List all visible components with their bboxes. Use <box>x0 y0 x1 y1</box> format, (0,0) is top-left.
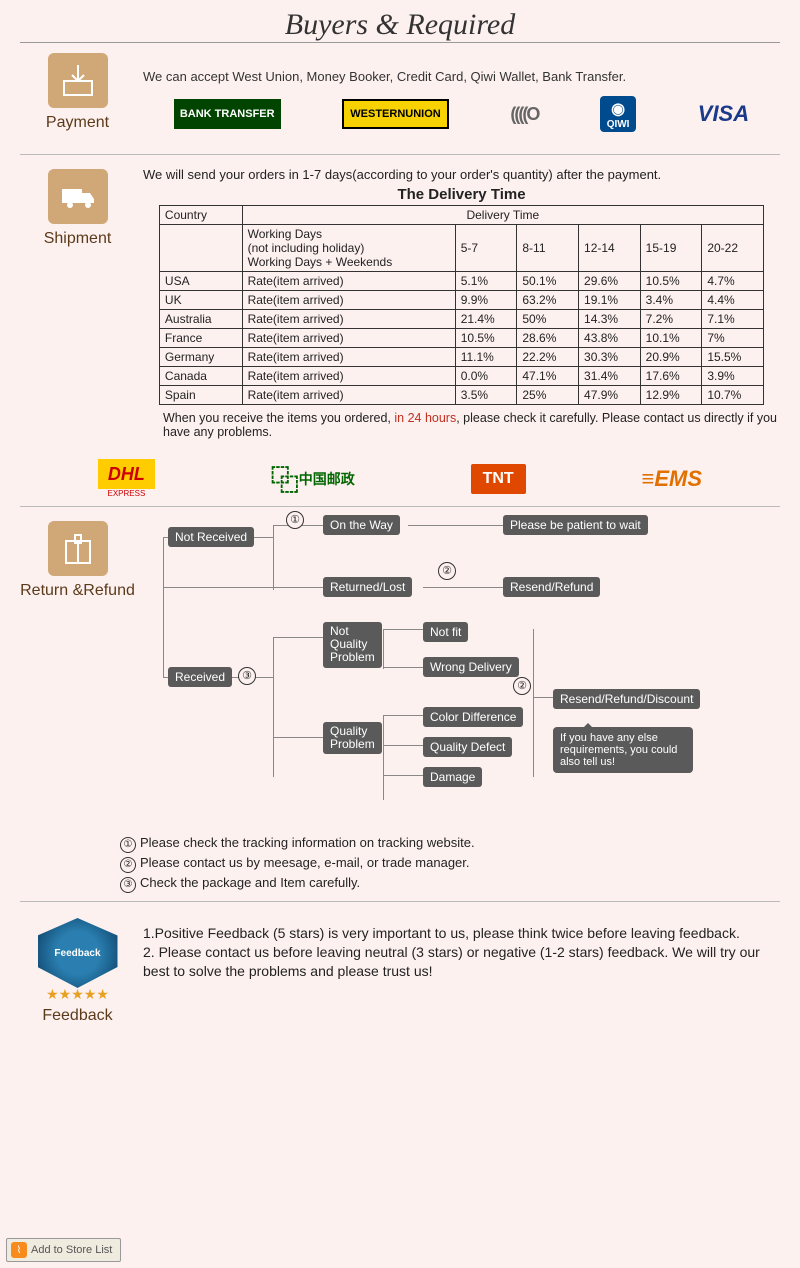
node-patient: Please be patient to wait <box>503 515 648 535</box>
payment-label: Payment <box>20 114 135 132</box>
note-item: ③Check the package and Item carefully. <box>120 875 800 893</box>
payment-intro: We can accept West Union, Money Booker, … <box>143 69 780 84</box>
divider <box>20 901 780 902</box>
table-row: SpainRate(item arrived)3.5%25%47.9%12.9%… <box>159 386 763 405</box>
shipment-note: When you receive the items you ordered, … <box>163 411 780 439</box>
table-row: CanadaRate(item arrived)0.0%47.1%31.4%17… <box>159 367 763 386</box>
flow-num-2a: ② <box>438 562 456 580</box>
table-row: GermanyRate(item arrived)11.1%22.2%30.3%… <box>159 348 763 367</box>
node-color-diff: Color Difference <box>423 707 523 727</box>
moneybookers-logo: ((((O <box>510 99 538 129</box>
shipment-icon <box>48 169 108 224</box>
node-damage: Damage <box>423 767 482 787</box>
china-post-logo: ⿻中国邮政 <box>271 464 355 494</box>
feedback-line2: 2. Please contact us before leaving neut… <box>143 943 780 981</box>
feedback-stars-icon: ★★★★★ <box>20 986 135 1003</box>
node-not-received: Not Received <box>168 527 254 547</box>
node-not-fit: Not fit <box>423 622 468 642</box>
feedback-label: Feedback <box>20 1007 135 1025</box>
return-notes: ①Please check the tracking information o… <box>0 835 800 893</box>
carrier-logos: DHLEXPRESS ⿻中国邮政 TNT ≡EMS <box>0 459 800 498</box>
node-not-quality: Not Quality Problem <box>323 622 382 668</box>
rss-icon: ⌇ <box>11 1242 27 1258</box>
qiwi-logo: ◉QIWI <box>600 96 636 132</box>
ems-logo: ≡EMS <box>642 464 703 494</box>
flow-num-3: ③ <box>238 667 256 685</box>
table-row: UKRate(item arrived)9.9%63.2%19.1%3.4%4.… <box>159 291 763 310</box>
payment-logos: BANK TRANSFER WESTERNUNION ((((O ◉QIWI V… <box>143 92 780 136</box>
add-to-store-button[interactable]: ⌇ Add to Store List <box>6 1238 121 1262</box>
visa-logo: VISA <box>698 99 749 129</box>
delivery-table-title: The Delivery Time <box>143 186 780 203</box>
page-title: Buyers & Required <box>20 0 780 43</box>
node-resend-refund: Resend/Refund <box>503 577 600 597</box>
feedback-badge-icon: Feedback <box>38 918 118 988</box>
divider <box>20 154 780 155</box>
dhl-logo: DHL <box>98 459 155 489</box>
return-section: Return &Refund Not Received <box>0 511 800 827</box>
payment-icon <box>48 53 108 108</box>
node-received: Received <box>168 667 232 687</box>
node-quality-defect: Quality Defect <box>423 737 512 757</box>
node-returned-lost: Returned/Lost <box>323 577 412 597</box>
node-on-the-way: On the Way <box>323 515 400 535</box>
node-wrong-delivery: Wrong Delivery <box>423 657 519 677</box>
tnt-logo: TNT <box>471 464 526 494</box>
flow-num-2b: ② <box>513 677 531 695</box>
speech-bubble: If you have any else requirements, you c… <box>553 727 693 773</box>
feedback-section: Feedback ★★★★★ Feedback 1.Positive Feedb… <box>0 906 800 1031</box>
payment-section: Payment We can accept West Union, Money … <box>0 43 800 150</box>
shipment-section: Shipment We will send your orders in 1-7… <box>0 159 800 451</box>
node-resend-refund-discount: Resend/Refund/Discount <box>553 689 700 709</box>
bank-transfer-logo: BANK TRANSFER <box>174 99 281 129</box>
node-quality: Quality Problem <box>323 722 382 754</box>
feedback-line1: 1.Positive Feedback (5 stars) is very im… <box>143 924 780 943</box>
table-row: AustraliaRate(item arrived)21.4%50%14.3%… <box>159 310 763 329</box>
western-union-logo: WESTERNUNION <box>342 99 448 129</box>
divider <box>20 506 780 507</box>
note-item: ①Please check the tracking information o… <box>120 835 800 853</box>
table-row: USARate(item arrived)5.1%50.1%29.6%10.5%… <box>159 272 763 291</box>
delivery-table: CountryDelivery Time Working Days(not in… <box>159 205 764 405</box>
note-item: ②Please contact us by meesage, e-mail, o… <box>120 855 800 873</box>
return-flowchart: Not Received Received ① On the Way Retur… <box>63 517 780 827</box>
shipment-label: Shipment <box>20 230 135 248</box>
shipment-intro: We will send your orders in 1-7 days(acc… <box>143 167 780 182</box>
add-to-store-label: Add to Store List <box>31 1244 112 1256</box>
flow-num-1: ① <box>286 511 304 529</box>
table-row: FranceRate(item arrived)10.5%28.6%43.8%1… <box>159 329 763 348</box>
